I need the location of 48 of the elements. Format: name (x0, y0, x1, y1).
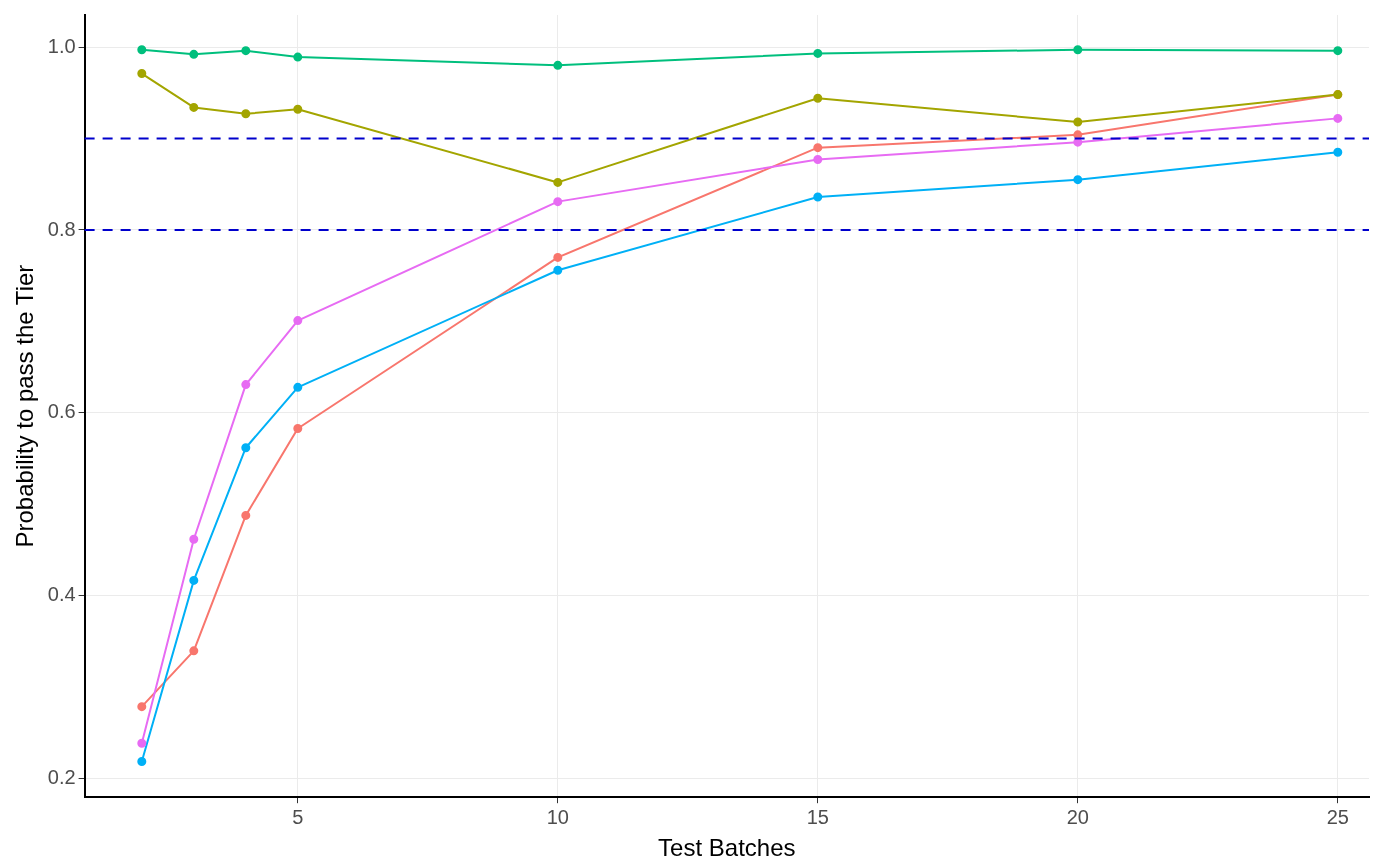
point (813, 155, 823, 165)
y-tick-label: 0.2 (47, 766, 76, 789)
point (1073, 175, 1083, 185)
point (241, 443, 251, 453)
point (189, 49, 199, 59)
y-tick-label: 1.0 (47, 34, 76, 57)
point (241, 109, 251, 119)
point (137, 69, 147, 79)
point (553, 60, 563, 70)
y-tick-label: 0.4 (47, 583, 76, 606)
point (553, 265, 563, 275)
point (293, 382, 303, 392)
x-tick-label: 10 (546, 805, 569, 828)
point (813, 143, 823, 153)
point (137, 757, 147, 767)
point (813, 48, 823, 58)
point (293, 52, 303, 62)
point (1333, 147, 1343, 157)
point (1333, 113, 1343, 123)
point (189, 534, 199, 544)
point (189, 575, 199, 585)
point (189, 646, 199, 656)
x-tick-label: 5 (292, 805, 304, 828)
point (553, 252, 563, 262)
point (137, 738, 147, 748)
point (189, 102, 199, 112)
point (293, 316, 303, 326)
point (813, 192, 823, 202)
point (1073, 117, 1083, 127)
point (241, 380, 251, 390)
x-axis-title: Test Batches (658, 834, 796, 862)
point (137, 45, 147, 55)
point (293, 104, 303, 114)
point (1333, 46, 1343, 56)
point (137, 702, 147, 712)
y-tick-label: 0.6 (47, 400, 76, 423)
point (241, 46, 251, 56)
point (553, 177, 563, 187)
point (553, 197, 563, 207)
point (241, 510, 251, 520)
x-tick-label: 20 (1066, 805, 1089, 828)
point (813, 93, 823, 103)
x-tick-label: 25 (1326, 805, 1349, 828)
x-tick-label: 15 (806, 805, 829, 828)
point (293, 424, 303, 434)
y-tick-label: 0.8 (47, 217, 76, 240)
point (1073, 45, 1083, 55)
y-axis-title: Probability to pass the Tier (11, 264, 39, 548)
